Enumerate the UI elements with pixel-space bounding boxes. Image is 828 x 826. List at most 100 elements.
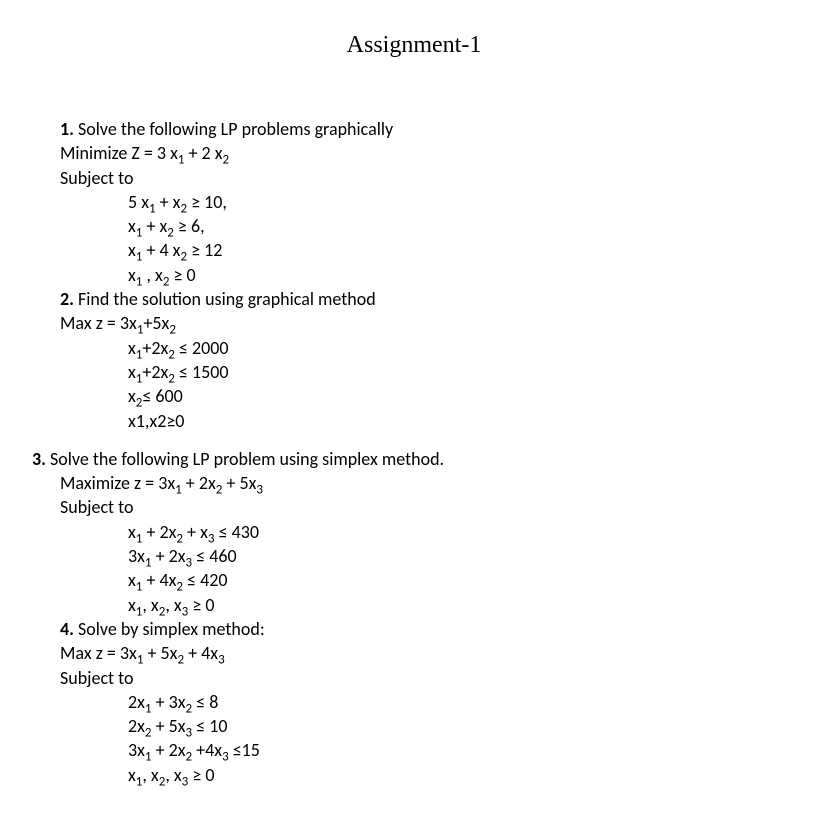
subscript: 3 (222, 750, 229, 765)
text: ≤ 8 (192, 691, 218, 713)
problem-4-subject: Subject to (60, 666, 828, 690)
problem-1-objective: Minimize Z = 3 x1 + 2 x2 (60, 141, 828, 165)
text: + 4x (142, 569, 176, 591)
text: + x (183, 521, 208, 543)
problem-1-title: Solve the following LP problems graphica… (74, 118, 393, 140)
text: +5x (143, 312, 169, 334)
document-page: Assignment-1 1. Solve the following LP p… (0, 0, 828, 826)
text: + 5x (143, 642, 177, 664)
text: ≥ 10, (187, 191, 227, 213)
text: +4x (192, 739, 222, 761)
text: x (128, 521, 136, 543)
text: Maximize z = 3x (60, 472, 175, 494)
problem-3-number: 3. (32, 448, 46, 470)
problem-1-constraint: x1 , x2 ≥ 0 (60, 263, 828, 287)
problem-1-constraint: x1 + 4 x2 ≥ 12 (60, 238, 828, 262)
text: + 2x (152, 545, 186, 567)
text: Max z = 3x (60, 312, 137, 334)
text: + 4x (184, 642, 218, 664)
text: ≤ 2000 (175, 337, 229, 359)
problem-4-constraint: 2x1 + 3x2 ≤ 8 (60, 690, 828, 714)
text: + 5x (222, 472, 256, 494)
text: + 4 x (142, 239, 180, 261)
text: x (128, 569, 136, 591)
text: ≥ 12 (187, 239, 222, 261)
text: x (128, 385, 136, 407)
problem-2-number: 2. (60, 288, 74, 310)
text: ≥ 6, (174, 215, 205, 237)
text: ≤ 1500 (175, 361, 229, 383)
text: , x (142, 764, 158, 786)
text: + 3x (152, 691, 186, 713)
text: ≤ 420 (183, 569, 227, 591)
problem-4-objective: Max z = 3x1 + 5x2 + 4x3 (60, 641, 828, 665)
text: 3x (128, 739, 145, 761)
text: ≥ 0 (169, 264, 195, 286)
problem-3-objective: Maximize z = 3x1 + 2x2 + 5x3 (60, 471, 828, 495)
subscript: 2 (223, 153, 230, 168)
problem-2-constraint: x1+2x2 ≤ 2000 (60, 336, 828, 360)
text: ≤ 460 (192, 545, 236, 567)
problem-4-constraint: 2x2 + 5x3 ≤ 10 (60, 714, 828, 738)
text: 2x (128, 691, 145, 713)
text: , x (165, 594, 181, 616)
problem-3-subject: Subject to (60, 495, 828, 519)
text: + 2x (142, 521, 176, 543)
text: ≤ 600 (142, 385, 182, 407)
problem-3-constraint: x1, x2, x3 ≥ 0 (60, 593, 828, 617)
problem-2-header: 2. Find the solution using graphical met… (60, 287, 828, 311)
text: + 2 x (184, 142, 222, 164)
text: + x (142, 215, 167, 237)
text: 5 x (128, 191, 149, 213)
problem-1-header: 1. Solve the following LP problems graph… (60, 117, 828, 141)
text: , x (165, 764, 181, 786)
text: x (128, 361, 136, 383)
document-title: Assignment-1 (0, 32, 828, 59)
text: Max z = 3x (60, 642, 137, 664)
text: + 2x (182, 472, 216, 494)
text: 2x (128, 715, 145, 737)
text: + 2x (152, 739, 186, 761)
problem-4-title: Solve by simplex method: (74, 618, 265, 640)
text: Minimize Z = 3 x (60, 142, 178, 164)
problem-4-constraint: 3x1 + 2x2 +4x3 ≤15 (60, 738, 828, 762)
text: 3x (128, 545, 145, 567)
text: ≤ 430 (214, 521, 258, 543)
text: +2x (142, 337, 168, 359)
text: x (128, 215, 136, 237)
problem-1-subject: Subject to (60, 166, 828, 190)
problem-3-constraint: 3x1 + 2x3 ≤ 460 (60, 544, 828, 568)
problem-4-header: 4. Solve by simplex method: (60, 617, 828, 641)
subscript: 3 (256, 483, 263, 498)
text: ≥ 0 (188, 764, 214, 786)
problem-2-objective: Max z = 3x1+5x2 (60, 311, 828, 335)
text: , x (142, 594, 158, 616)
subscript: 1 (175, 483, 182, 498)
problem-4-constraint: x1, x2, x3 ≥ 0 (60, 763, 828, 787)
text: + 5x (152, 715, 186, 737)
text: x (128, 264, 136, 286)
text: + x (156, 191, 181, 213)
text: , x (142, 264, 162, 286)
problem-3-constraint: x1 + 2x2 + x3 ≤ 430 (60, 520, 828, 544)
problem-1-constraint: x1 + x2 ≥ 6, (60, 214, 828, 238)
spacer (60, 433, 828, 447)
problem-3-title: Solve the following LP problem using sim… (46, 448, 444, 470)
problem-4-number: 4. (60, 618, 74, 640)
text: ≥ 0 (188, 594, 214, 616)
problem-3-constraint: x1 + 4x2 ≤ 420 (60, 568, 828, 592)
text: ≤ 10 (192, 715, 227, 737)
problem-2-title: Find the solution using graphical method (74, 288, 376, 310)
problem-1-number: 1. (60, 118, 74, 140)
problem-1-constraint: 5 x1 + x2 ≥ 10, (60, 190, 828, 214)
text: ≤15 (229, 739, 260, 761)
text: x (128, 764, 136, 786)
problem-2-constraint: x1,x2≥0 (60, 409, 828, 433)
text: x (128, 239, 136, 261)
text: +2x (142, 361, 168, 383)
document-body: 1. Solve the following LP problems graph… (0, 117, 828, 787)
text: x (128, 594, 136, 616)
problem-2-constraint: x1+2x2 ≤ 1500 (60, 360, 828, 384)
problem-3-header: 3. Solve the following LP problem using … (32, 447, 828, 471)
subscript: 3 (218, 653, 225, 668)
